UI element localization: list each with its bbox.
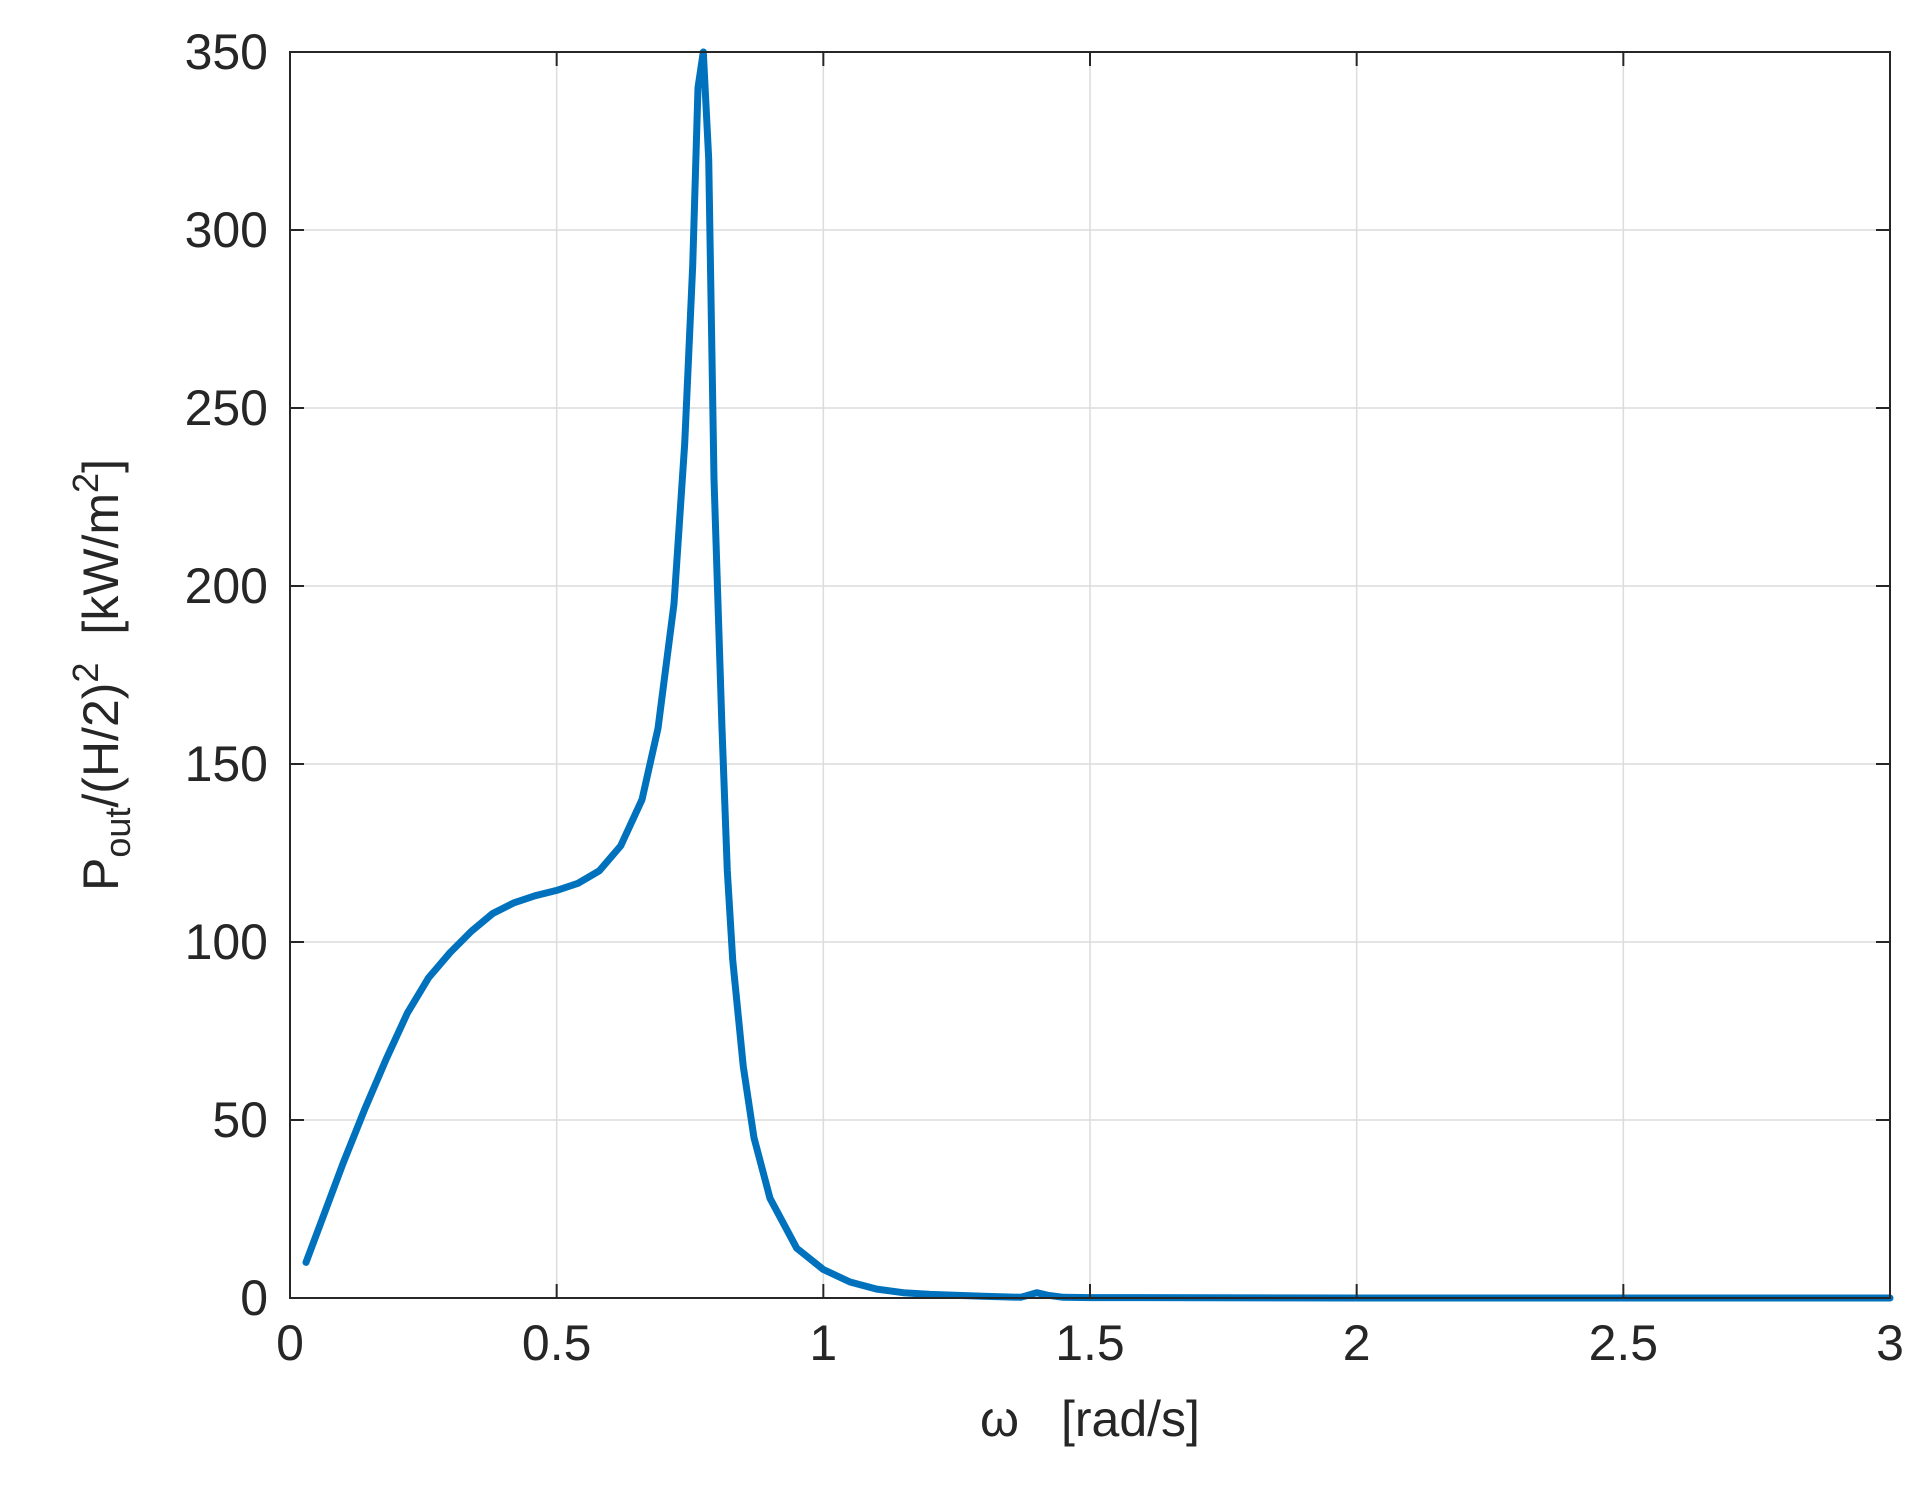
x-tick-label: 0: [276, 1315, 304, 1371]
y-label-unit-open: [kW/m: [73, 493, 129, 635]
x-axis-unit: [rad/s]: [1061, 1391, 1200, 1447]
series-line: [302, 48, 1894, 1302]
x-tick-label: 2: [1343, 1315, 1371, 1371]
y-label-sub: out: [97, 808, 138, 858]
y-label-sup: 2: [65, 663, 106, 683]
x-tick-label: 1: [809, 1315, 837, 1371]
y-label-mid: /(H/2): [73, 683, 129, 808]
y-tick-label: 0: [240, 1270, 268, 1326]
x-axis-label: ω [rad/s]: [980, 1391, 1200, 1447]
y-axis-label: Pout/(H/2)2[kW/m2]: [65, 459, 138, 891]
x-tick-label: 2.5: [1589, 1315, 1659, 1371]
ticks: [289, 51, 1891, 1299]
y-tick-label: 150: [185, 736, 268, 792]
x-tick-label: 1.5: [1055, 1315, 1125, 1371]
y-label-p: P: [73, 858, 129, 891]
y-tick-label: 100: [185, 914, 268, 970]
tick-labels: 0 0.5 1 1.5 2 2.5 3 0 50 100 150 200 250 300 350: [185, 24, 1904, 1371]
y-tick-label: 250: [185, 380, 268, 436]
x-tick-label: 0.5: [522, 1315, 592, 1371]
y-tick-label: 50: [212, 1092, 268, 1148]
y-tick-label: 200: [185, 558, 268, 614]
x-axis-symbol: ω: [980, 1391, 1019, 1447]
y-tick-label: 350: [185, 24, 268, 80]
y-label-unit-sup: 2: [65, 473, 106, 493]
y-tick-label: 300: [185, 202, 268, 258]
x-tick-label: 3: [1876, 1315, 1904, 1371]
grid: [289, 51, 1891, 1299]
series-layer: [302, 48, 1894, 1302]
y-label-unit-close: ]: [73, 459, 129, 473]
